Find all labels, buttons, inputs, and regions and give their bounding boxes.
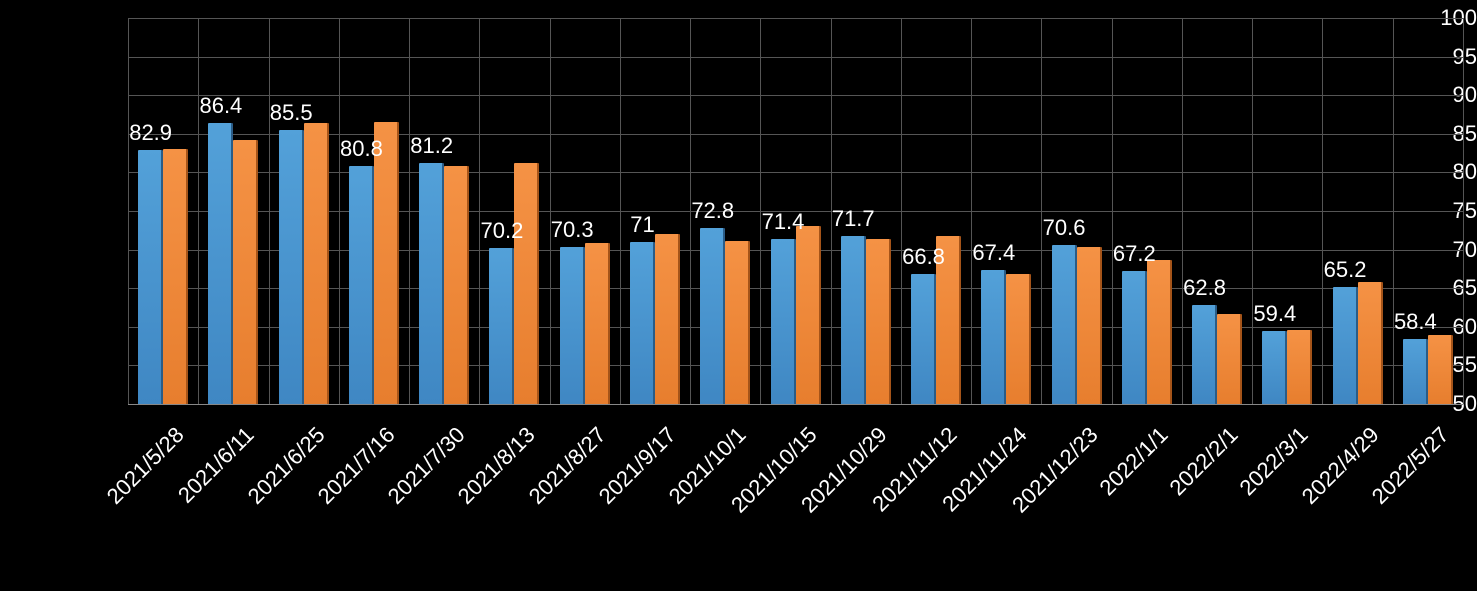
plot-area: 82.9 86.4 85.5 80.8 81.2 70.2 70.3 71 72.8 71.4 71…: [128, 18, 1463, 404]
bar-series2: [655, 234, 680, 404]
gridline-v: [1393, 18, 1394, 404]
bar-series1: [771, 239, 796, 404]
data-label: 70.6: [1043, 215, 1086, 241]
data-label: 67.2: [1113, 241, 1156, 267]
x-tick-label: 2022/4/29: [1296, 422, 1384, 510]
bar-series2: [233, 140, 258, 404]
bar-series1: [560, 247, 585, 404]
x-tick-label: 2021/8/13: [453, 422, 541, 510]
bar-series2: [1428, 335, 1453, 404]
x-tick-label: 2022/1/1: [1094, 422, 1173, 501]
bar-series2: [725, 241, 750, 404]
bar-series1: [489, 248, 514, 404]
data-label: 70.3: [551, 217, 594, 243]
bar-series1: [841, 236, 866, 404]
bar-series1: [630, 242, 655, 404]
bar-series1: [1333, 287, 1358, 404]
bar-series1: [981, 270, 1006, 404]
bar-series2: [1287, 330, 1312, 404]
data-label: 86.4: [199, 93, 242, 119]
bar-series1: [208, 123, 233, 404]
bar-series1: [138, 150, 163, 404]
bar-series1: [1052, 245, 1077, 404]
gridline-v: [339, 18, 340, 404]
data-label: 62.8: [1183, 275, 1226, 301]
gridline-v: [550, 18, 551, 404]
bar-series1: [911, 274, 936, 404]
bar-series1: [419, 163, 444, 404]
gridline-v: [620, 18, 621, 404]
bar-series1: [700, 228, 725, 404]
bar-series2: [514, 163, 539, 404]
data-label: 85.5: [270, 100, 313, 126]
gridline-v: [1041, 18, 1042, 404]
data-label: 66.8: [902, 244, 945, 270]
data-label: 71.7: [832, 206, 875, 232]
bar-series2: [796, 226, 821, 404]
gridline-h: [128, 95, 1463, 96]
bar-series2: [1006, 274, 1031, 404]
gridline-v: [971, 18, 972, 404]
gridline-v: [1463, 18, 1464, 404]
gridline-v: [479, 18, 480, 404]
gridline-v: [409, 18, 410, 404]
bar-series2: [163, 149, 188, 404]
gridline-v: [1322, 18, 1323, 404]
bar-series2: [585, 243, 610, 404]
bar-series1: [1192, 305, 1217, 404]
gridline-v: [128, 18, 129, 404]
gridline-h: [128, 57, 1463, 58]
data-label: 70.2: [481, 218, 524, 244]
x-tick-label: 2022/2/1: [1165, 422, 1244, 501]
gridline-v: [901, 18, 902, 404]
bar-series1: [1262, 331, 1287, 404]
bar-series2: [374, 122, 399, 404]
bar-series1: [1403, 339, 1428, 404]
gridline-v: [198, 18, 199, 404]
bar-series2: [866, 239, 891, 404]
gridline-v: [1252, 18, 1253, 404]
bar-series1: [279, 130, 304, 404]
data-label: 58.4: [1394, 309, 1437, 335]
bar-series2: [304, 123, 329, 404]
bar-series2: [1217, 314, 1242, 404]
data-label: 82.9: [129, 120, 172, 146]
data-label: 81.2: [410, 133, 453, 159]
x-tick-label: 2021/8/27: [523, 422, 611, 510]
gridline-v: [269, 18, 270, 404]
data-label: 72.8: [691, 198, 734, 224]
bar-series2: [444, 166, 469, 404]
data-label: 67.4: [972, 240, 1015, 266]
bar-series2: [1147, 260, 1172, 404]
x-tick-label: 2021/5/28: [102, 422, 190, 510]
data-label: 71.4: [762, 209, 805, 235]
bar-series1: [1122, 271, 1147, 404]
data-label: 80.8: [340, 136, 383, 162]
gridline-v: [1182, 18, 1183, 404]
bar-chart: 50556065707580859095100 82.986.485.580.8…: [0, 0, 1477, 591]
bar-series1: [349, 166, 374, 404]
gridline-h: [128, 18, 1463, 19]
bar-series2: [1077, 247, 1102, 404]
x-tick-label: 2021/6/25: [242, 422, 330, 510]
gridline-v: [1112, 18, 1113, 404]
data-label: 59.4: [1253, 301, 1296, 327]
bar-series2: [1358, 282, 1383, 404]
data-label: 71: [630, 212, 654, 238]
data-label: 65.2: [1324, 257, 1367, 283]
